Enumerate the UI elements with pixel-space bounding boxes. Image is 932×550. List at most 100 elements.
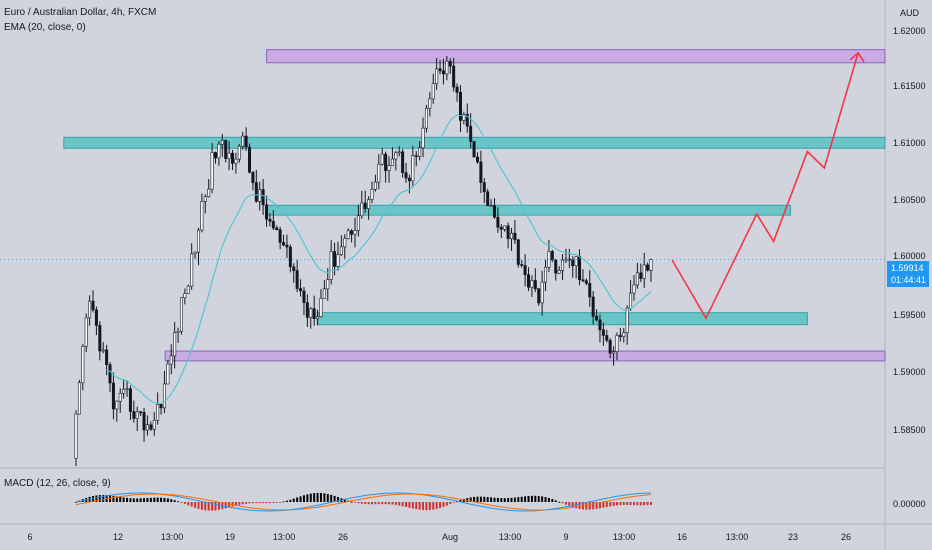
- time-tick-label: Aug: [442, 532, 458, 542]
- time-tick-label: 13:00: [726, 532, 749, 542]
- candle-body: [387, 165, 391, 171]
- candle-body: [285, 244, 289, 248]
- macd-bar: [245, 502, 248, 504]
- candle-body: [421, 127, 425, 149]
- candle-body: [513, 232, 517, 241]
- candle-body: [411, 155, 415, 182]
- candle-body: [479, 161, 483, 183]
- macd-bar: [486, 497, 489, 502]
- candle-body: [220, 140, 224, 145]
- macd-bar: [350, 501, 353, 503]
- macd-bar: [646, 502, 649, 506]
- candle-body: [605, 335, 609, 341]
- macd-bar: [353, 502, 356, 503]
- candle-body: [91, 300, 95, 311]
- candle-body: [302, 290, 306, 303]
- macd-bar: [401, 502, 404, 507]
- macd-bar: [313, 493, 316, 502]
- macd-bar: [629, 502, 632, 506]
- candle-body: [145, 424, 149, 431]
- candle-body: [309, 308, 313, 318]
- candle-body: [625, 307, 629, 333]
- macd-bar: [456, 501, 459, 503]
- candle-body: [595, 316, 599, 321]
- projection-path: [671, 52, 859, 320]
- candle-body: [115, 400, 119, 410]
- candle-body: [581, 279, 585, 282]
- current-price-badge: 1.59914 01:44:41: [887, 261, 929, 287]
- macd-bar: [343, 499, 346, 502]
- macd-bar: [381, 502, 384, 505]
- candle-body: [101, 349, 105, 352]
- macd-bar: [442, 502, 445, 507]
- candle-body: [254, 182, 258, 202]
- candle-body: [503, 225, 507, 230]
- macd-bar: [394, 502, 397, 505]
- macd-bar: [405, 502, 408, 507]
- candle-body: [210, 152, 214, 190]
- candle-body: [516, 239, 520, 265]
- candle-body: [122, 388, 126, 394]
- price-unit-label: AUD: [900, 8, 920, 18]
- candle-body: [622, 332, 626, 337]
- macd-bar: [234, 502, 237, 506]
- time-tick-label: 12: [113, 532, 123, 542]
- candle-body: [84, 317, 88, 347]
- time-tick-label: 13:00: [499, 532, 522, 542]
- candle-body: [601, 329, 605, 336]
- candle-body: [574, 256, 578, 267]
- macd-bar: [149, 497, 152, 502]
- macd-bar: [316, 492, 319, 502]
- candle-body: [244, 135, 248, 148]
- macd-bar: [129, 498, 132, 502]
- macd-bar: [650, 502, 652, 505]
- candle-body: [81, 346, 85, 384]
- macd-bar: [333, 495, 336, 502]
- macd-bar: [139, 498, 142, 502]
- candle-body: [261, 189, 265, 206]
- candle-body: [360, 202, 364, 217]
- macd-bar: [476, 496, 479, 502]
- macd-bar: [439, 502, 442, 509]
- time-tick-label: 9: [563, 532, 568, 542]
- macd-bar: [496, 497, 499, 502]
- macd-bar: [425, 502, 428, 511]
- candle-body: [458, 92, 462, 121]
- macd-bar: [615, 502, 618, 506]
- macd-bar: [296, 497, 299, 502]
- macd-bar: [95, 495, 98, 502]
- candle-body: [608, 340, 612, 354]
- candle-body: [149, 424, 153, 430]
- candle-body: [231, 152, 235, 164]
- candle-body: [217, 143, 221, 159]
- macd-bar: [207, 502, 210, 511]
- candle-body: [190, 253, 194, 287]
- candle-body: [564, 258, 568, 261]
- macd-bar: [214, 502, 217, 511]
- candle-body: [537, 288, 541, 304]
- macd-bar: [530, 495, 533, 502]
- macd-bar: [173, 500, 176, 502]
- macd-bar: [473, 496, 476, 502]
- macd-bar: [112, 495, 115, 502]
- projection-arrowhead: [849, 51, 865, 63]
- macd-bar: [180, 502, 183, 503]
- macd-bar: [285, 500, 288, 502]
- time-tick-label: 19: [225, 532, 235, 542]
- macd-bar: [224, 502, 227, 509]
- candle-body: [424, 107, 428, 129]
- candle-body: [520, 264, 524, 266]
- candle-body: [329, 251, 333, 280]
- macd-bar: [132, 498, 135, 502]
- candle-body: [316, 316, 320, 319]
- candle-body: [428, 98, 432, 109]
- macd-bar: [136, 498, 139, 502]
- candle-body: [469, 125, 473, 142]
- candle-body: [265, 204, 269, 220]
- macd-bar: [374, 502, 377, 505]
- macd-bar: [588, 502, 591, 510]
- macd-bar: [289, 499, 292, 502]
- macd-bar: [500, 498, 503, 502]
- macd-bar: [493, 497, 496, 502]
